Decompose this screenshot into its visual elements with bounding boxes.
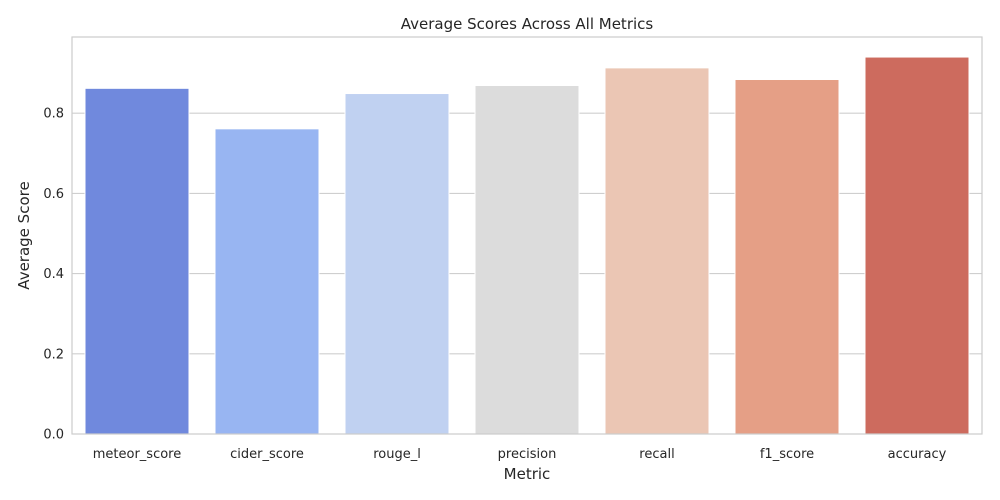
x-axis-label: Metric — [504, 465, 551, 483]
chart-title: Average Scores Across All Metrics — [401, 15, 654, 33]
y-tick-label: 0.0 — [43, 428, 64, 443]
plot-frame — [71, 36, 983, 435]
bar-accuracy — [864, 56, 970, 435]
y-tick-label: 0.2 — [43, 347, 64, 362]
y-axis-label: Average Score — [15, 181, 33, 289]
y-tick-label: 0.8 — [43, 107, 64, 122]
bar-f1-score — [734, 79, 840, 435]
x-tick-label: f1_score — [760, 447, 814, 462]
x-tick-label: meteor_score — [93, 447, 182, 462]
bar-cider-score — [214, 128, 320, 435]
y-tick-labels: 0.0 0.2 0.4 0.6 0.8 — [43, 107, 64, 443]
y-tick-label: 0.6 — [43, 187, 64, 202]
y-tick-label: 0.4 — [43, 267, 64, 282]
x-tick-label: rouge_l — [373, 447, 421, 462]
x-tick-labels: meteor_score cider_score rouge_l precision r… — [93, 447, 947, 462]
bar-rouge-l — [344, 93, 450, 435]
bar-meteor-score — [84, 87, 190, 435]
x-tick-label: recall — [639, 447, 674, 462]
x-tick-label: cider_score — [230, 447, 304, 462]
bar-precision — [474, 85, 580, 435]
x-tick-label: precision — [498, 447, 557, 462]
bar-recall — [604, 67, 710, 435]
x-tick-label: accuracy — [888, 447, 947, 462]
bars — [84, 56, 970, 435]
